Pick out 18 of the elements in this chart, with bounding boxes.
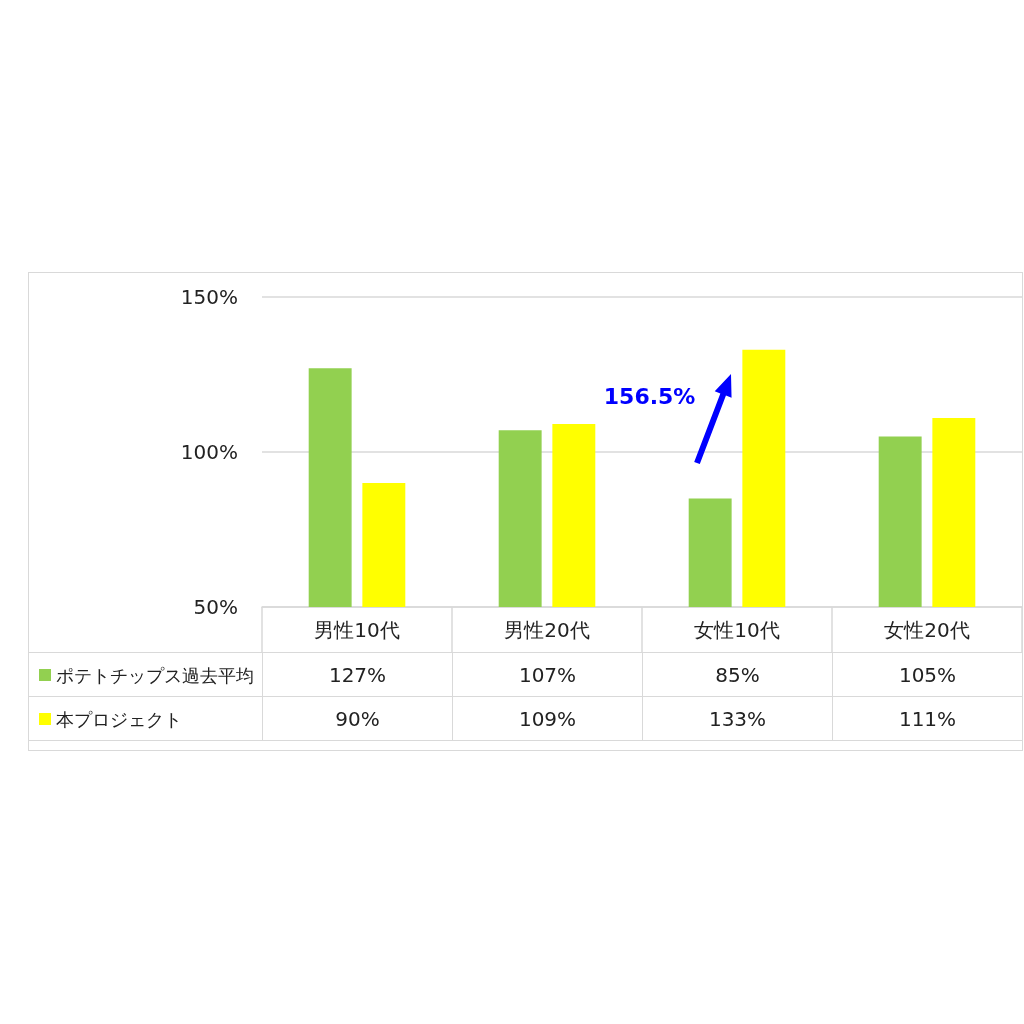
x-tick-label: 男性10代: [314, 618, 400, 642]
data-label: 111%: [898, 706, 957, 731]
y-tick-label: 50%: [193, 595, 238, 619]
data-label: 127%: [328, 662, 387, 687]
data-label: 85%: [715, 662, 760, 687]
data-label: 105%: [898, 662, 957, 687]
data-label: 90%: [335, 706, 380, 731]
x-tick-label: 女性20代: [884, 618, 970, 642]
data-label: 133%: [708, 706, 767, 731]
y-tick-label: 150%: [180, 285, 238, 309]
legend-label: 本プロジェクト: [56, 708, 182, 730]
legend-label: ポテトチップス過去平均: [56, 664, 254, 686]
annotation: 156.5%: [603, 383, 696, 409]
x-tick-label: 男性20代: [504, 618, 590, 642]
data-label: 107%: [518, 662, 577, 687]
y-tick-label: 100%: [180, 440, 238, 464]
x-tick-label: 女性10代: [694, 618, 780, 642]
data-label: 109%: [518, 706, 577, 731]
